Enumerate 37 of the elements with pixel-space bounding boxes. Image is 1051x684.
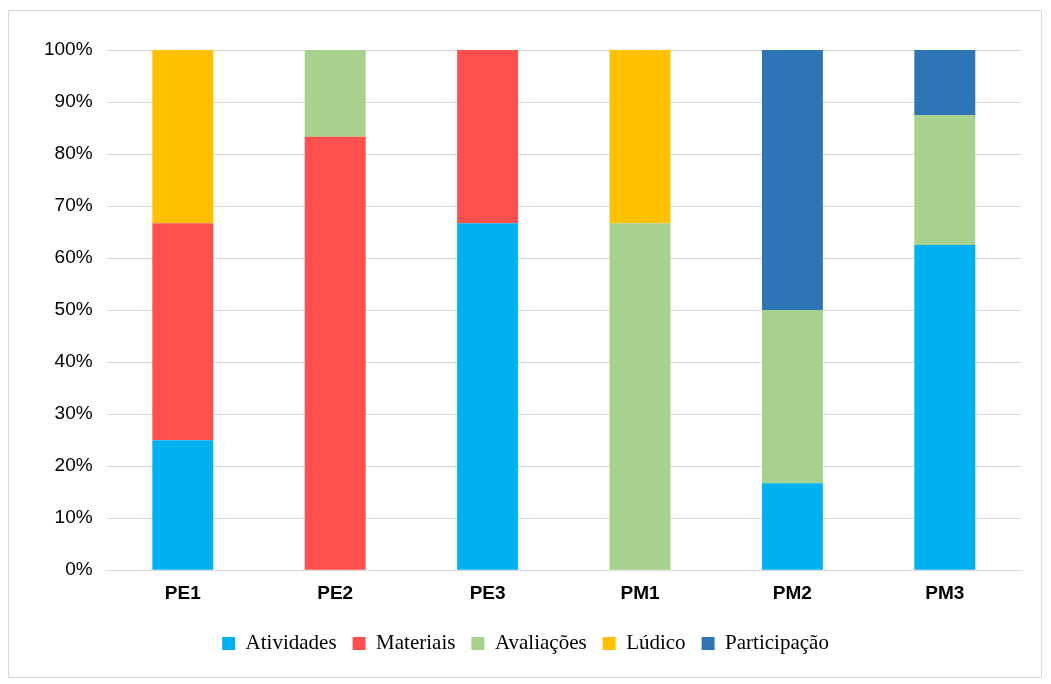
bar xyxy=(609,223,671,570)
y-tick-label: 90% xyxy=(54,90,93,112)
bar xyxy=(457,223,519,570)
bar xyxy=(609,50,671,224)
x-tick-label: PM3 xyxy=(925,581,965,603)
legend-label: Avaliações xyxy=(494,630,587,655)
bar xyxy=(761,310,823,484)
legend-label: Materiais xyxy=(376,630,456,655)
legend-label: Lúdico xyxy=(626,630,686,655)
bar xyxy=(304,50,366,137)
x-tick-label: PM1 xyxy=(620,581,660,603)
y-tick-label: 60% xyxy=(54,246,93,268)
y-tick-label: 30% xyxy=(54,402,93,424)
y-tick-label: 50% xyxy=(54,298,93,320)
bar xyxy=(914,50,976,116)
bar xyxy=(457,50,519,224)
x-tick-label: PE1 xyxy=(164,581,202,603)
bar xyxy=(304,136,366,570)
bar xyxy=(761,483,823,570)
y-tick-label: 0% xyxy=(65,558,93,580)
y-tick-label: 20% xyxy=(54,454,93,476)
x-tick-label: PE3 xyxy=(469,581,506,603)
bar xyxy=(152,440,214,570)
bar xyxy=(914,115,976,246)
bar xyxy=(761,50,823,311)
y-tick-label: 80% xyxy=(54,142,93,164)
bar xyxy=(914,245,976,570)
bar xyxy=(152,50,214,224)
x-tick-label: PM2 xyxy=(772,581,812,603)
x-tick-label: PE2 xyxy=(317,581,354,603)
y-tick-label: 70% xyxy=(54,194,93,216)
y-tick-label: 100% xyxy=(43,38,93,60)
legend-label: Participação xyxy=(725,630,829,655)
y-tick-label: 40% xyxy=(54,350,93,372)
legend-label: Atividades xyxy=(245,630,337,655)
bar xyxy=(152,223,214,441)
y-tick-label: 10% xyxy=(54,506,93,528)
